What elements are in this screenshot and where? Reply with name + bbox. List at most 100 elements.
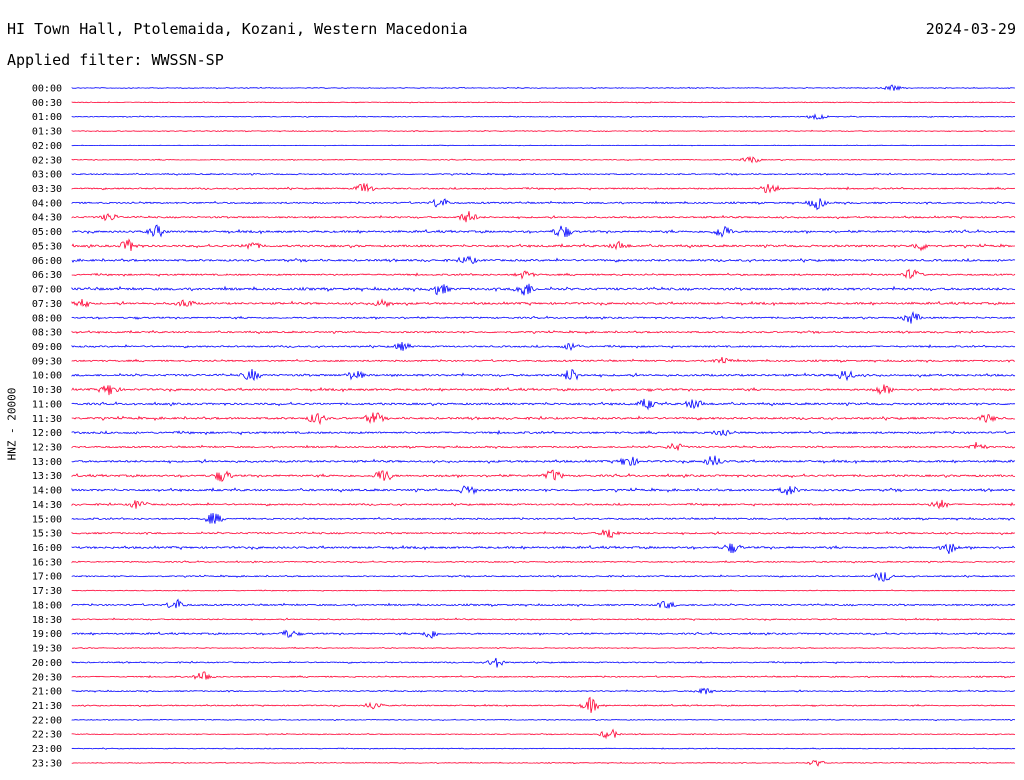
time-tick-label: 04:00 (32, 198, 62, 209)
seismic-trace-blue (71, 398, 1016, 411)
time-tick-label: 16:30 (32, 557, 62, 568)
time-tick-label: 20:00 (32, 658, 62, 669)
seismic-trace-blue (71, 368, 1016, 382)
seismic-trace-blue (71, 747, 1016, 750)
time-tick-label: 05:30 (32, 241, 62, 252)
time-tick-label: 00:00 (32, 84, 62, 95)
seismic-trace-red (71, 412, 1016, 426)
time-tick-label: 16:00 (32, 543, 62, 554)
seismic-trace-blue (71, 572, 1016, 582)
seismic-trace-red (71, 101, 1016, 104)
time-tick-label: 10:30 (32, 385, 62, 396)
time-tick-label: 06:30 (32, 270, 62, 281)
seismic-trace-red (71, 268, 1016, 280)
seismic-trace-blue (71, 657, 1016, 668)
time-tick-label: 03:00 (32, 170, 62, 181)
seismic-trace-red (71, 589, 1016, 592)
seismic-trace-red (71, 238, 1015, 252)
time-tick-label: 13:00 (32, 457, 62, 468)
seismic-trace-red (71, 728, 1016, 740)
time-tick-label: 02:30 (32, 155, 62, 166)
seismic-trace-blue (71, 485, 1016, 496)
seismic-trace-blue (71, 341, 1016, 352)
seismic-trace-red (71, 529, 1016, 539)
seismic-trace-red (71, 671, 1016, 680)
time-tick-label: 12:30 (32, 443, 62, 454)
time-tick-label: 04:30 (32, 213, 62, 224)
time-tick-label: 19:30 (32, 644, 62, 655)
seismic-trace-blue (71, 255, 1016, 265)
seismic-trace-blue (71, 198, 1016, 211)
seismic-trace-red (71, 182, 1016, 194)
time-tick-label: 14:30 (32, 500, 62, 511)
time-tick-label: 11:00 (32, 399, 62, 410)
time-tick-label: 08:00 (32, 313, 62, 324)
seismic-trace-red (71, 560, 1016, 564)
time-tick-label: 09:30 (32, 356, 62, 367)
time-tick-label: 23:00 (32, 744, 62, 755)
seismic-trace-red (71, 155, 1016, 164)
time-tick-label: 20:30 (32, 672, 62, 683)
seismic-trace-red (71, 356, 1016, 364)
seismic-trace-blue (71, 598, 1016, 609)
seismic-trace-blue (71, 311, 1016, 324)
seismic-trace-red (71, 760, 1016, 767)
seismic-trace-blue (71, 283, 1016, 296)
time-tick-label: 17:30 (32, 586, 62, 597)
time-tick-label: 11:30 (32, 414, 62, 425)
time-tick-label: 01:00 (32, 112, 62, 123)
time-tick-label: 08:30 (32, 328, 62, 339)
seismic-trace-blue (71, 113, 1016, 121)
seismic-trace-blue (71, 455, 1016, 466)
time-tick-label: 03:30 (32, 184, 62, 195)
time-tick-label: 18:00 (32, 600, 62, 611)
time-tick-label: 17:00 (32, 572, 62, 583)
seismic-trace-red (71, 696, 1016, 713)
seismic-trace-red (71, 129, 1016, 133)
seismic-trace-red (71, 329, 1016, 335)
time-tick-label: 23:30 (32, 758, 62, 769)
time-tick-label: 21:30 (32, 701, 62, 712)
seismic-trace-blue (71, 429, 1016, 437)
seismic-trace-red (71, 499, 1016, 510)
time-tick-label: 12:00 (32, 428, 62, 439)
time-tick-label: 01:30 (32, 127, 62, 138)
seismic-trace-red (71, 298, 1016, 308)
date-label: 2024-03-29 (925, 20, 1016, 38)
seismic-trace-blue (71, 629, 1016, 639)
time-tick-label: 07:00 (32, 285, 62, 296)
seismic-trace-blue (71, 84, 1015, 91)
seismic-trace-blue (71, 718, 1016, 722)
seismic-trace-blue (71, 513, 1016, 524)
time-tick-label: 15:00 (32, 514, 62, 525)
station-title: HI Town Hall, Ptolemaida, Kozani, Wester… (7, 20, 468, 38)
time-tick-label: 05:00 (32, 227, 62, 238)
time-tick-label: 06:00 (32, 256, 62, 267)
time-tick-label: 21:00 (32, 687, 62, 698)
time-tick-label: 19:00 (32, 629, 62, 640)
seismic-trace-red (71, 646, 1016, 650)
time-tick-label: 22:00 (32, 715, 62, 726)
time-tick-label: 02:00 (32, 141, 62, 152)
seismic-trace-blue (71, 144, 1015, 147)
filter-label: Applied filter: WWSSN-SP (7, 51, 224, 69)
seismic-trace-red (71, 211, 1016, 223)
time-tick-label: 10:00 (32, 371, 62, 382)
seismic-trace-blue (71, 224, 1016, 238)
time-tick-label: 09:00 (32, 342, 62, 353)
time-tick-label: 00:30 (32, 98, 62, 109)
seismic-trace-red (71, 469, 1016, 483)
time-tick-label: 18:30 (32, 615, 62, 626)
time-tick-label: 22:30 (32, 730, 62, 741)
seismic-trace-red (71, 384, 1016, 396)
seismic-trace-red (71, 617, 1016, 622)
time-tick-label: 07:30 (32, 299, 62, 310)
time-tick-label: 15:30 (32, 529, 62, 540)
seismic-trace-blue (71, 543, 1016, 554)
seismic-trace-blue (71, 172, 1016, 176)
time-tick-label: 13:30 (32, 471, 62, 482)
seismic-trace-blue (71, 687, 1016, 695)
seismic-trace-red (71, 442, 1016, 451)
time-tick-label: 14:00 (32, 486, 62, 497)
